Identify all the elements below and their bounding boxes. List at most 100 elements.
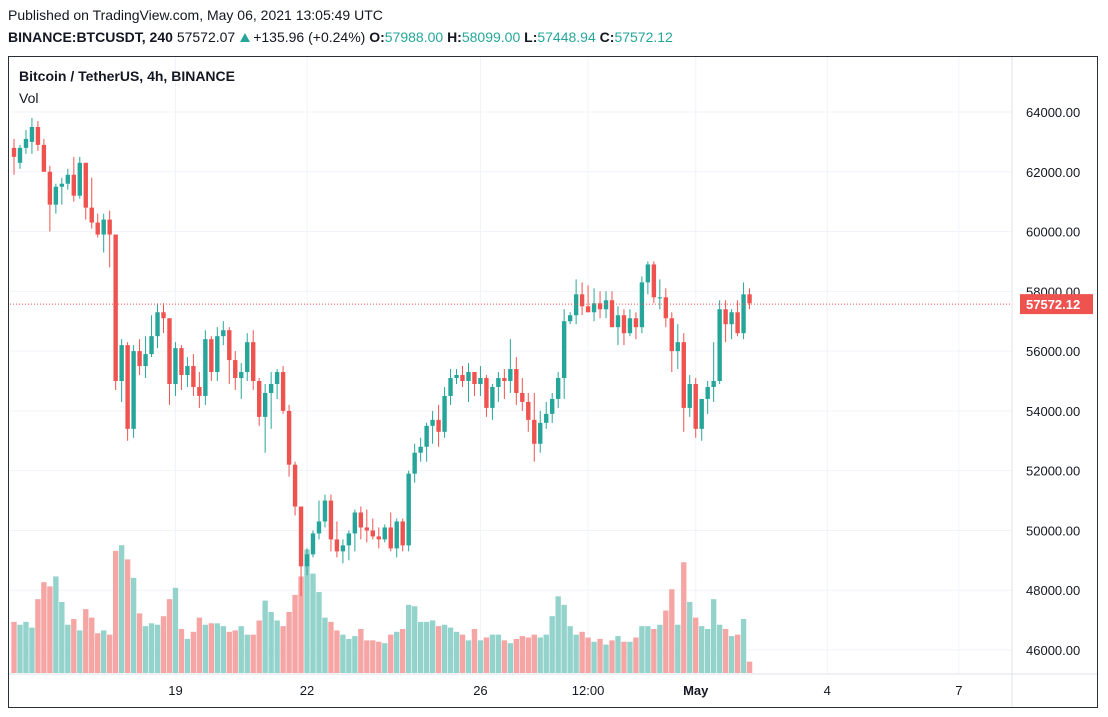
volume-bar <box>495 634 502 673</box>
candle-body <box>364 527 370 531</box>
volume-bar <box>130 577 137 673</box>
volume-bar <box>71 619 77 673</box>
volume-bar <box>388 634 394 673</box>
candle-body <box>83 162 88 208</box>
candle-body <box>322 500 328 522</box>
time-axis[interactable]: 19 22 26 12:00 May 4 7 <box>168 683 962 698</box>
volume-bar <box>453 631 460 673</box>
candle-body <box>29 126 35 142</box>
candle-body <box>304 554 310 567</box>
volume-bar <box>513 638 520 673</box>
volume-bar <box>214 623 221 673</box>
volume-bar <box>142 626 149 673</box>
candle-body <box>597 303 603 310</box>
candle-body <box>256 381 262 417</box>
candle-body <box>699 398 704 429</box>
last-price-badge-text: 57572.12 <box>1026 297 1080 312</box>
volume-bar <box>370 640 376 673</box>
candle-body <box>59 183 65 187</box>
volume-bar <box>148 623 155 673</box>
volume-bar <box>59 602 65 673</box>
candle-body <box>125 345 130 429</box>
candle-body <box>113 234 118 381</box>
candle-body <box>292 464 298 507</box>
candle-body <box>711 381 716 387</box>
symbol-label[interactable]: BINANCE:BTCUSDT, 240 <box>8 29 173 45</box>
volume-bar <box>501 640 508 673</box>
volume-bar <box>310 573 316 673</box>
candle-body <box>358 512 364 528</box>
candle-body <box>603 300 609 310</box>
volume-bars <box>11 545 753 673</box>
candle-body <box>298 506 304 567</box>
candle-body <box>663 297 669 319</box>
volume-bar <box>262 600 268 673</box>
last-price-badge <box>1020 294 1093 315</box>
chart-frame <box>8 56 1098 708</box>
volume-bar <box>232 630 238 673</box>
volume-bar <box>603 644 609 673</box>
open-value: 57988.00 <box>384 29 444 45</box>
candle-body <box>448 378 453 396</box>
volume-bar <box>567 626 573 673</box>
volume-bar <box>716 624 723 673</box>
volume-bar <box>710 599 717 673</box>
volume-bar <box>489 634 496 673</box>
candle-body <box>71 174 76 196</box>
candle-body <box>741 294 746 334</box>
volume-bar <box>190 631 197 673</box>
candle-body <box>544 413 549 423</box>
volume-bar <box>364 640 370 673</box>
quote-line: BINANCE:BTCUSDT, 240 57572.07 +135.96 (+0… <box>8 29 673 45</box>
volume-bar <box>112 550 119 673</box>
volume-bar <box>693 617 699 673</box>
candle-body <box>251 342 256 381</box>
price-axis[interactable]: 64000.0062000.0060000.0058000.0056000.00… <box>1026 105 1080 658</box>
volume-bar <box>35 599 41 673</box>
volume-bar <box>352 636 358 673</box>
candles[interactable] <box>11 117 752 597</box>
y-tick-label: 50000.00 <box>1026 523 1080 538</box>
volume-bar <box>471 628 478 673</box>
y-tick-label: 62000.00 <box>1026 165 1080 180</box>
volume-bar <box>621 641 627 673</box>
candle-body <box>627 318 633 334</box>
candle-body <box>245 342 250 373</box>
volume-bar <box>477 640 484 673</box>
y-tick-label: 54000.00 <box>1026 404 1080 419</box>
volume-bar <box>11 621 17 673</box>
candle-body <box>185 366 190 376</box>
low-label: L: <box>524 29 538 45</box>
candle-body <box>472 372 477 384</box>
candle-body <box>17 147 23 163</box>
last-price: 57572.07 <box>176 29 236 45</box>
volume-bar <box>196 617 203 673</box>
volume-bar <box>537 637 543 673</box>
volume-bar <box>358 628 364 673</box>
candle-body <box>382 527 387 540</box>
candle-body <box>280 372 286 411</box>
candle-body <box>197 386 202 396</box>
candle-body <box>526 401 531 420</box>
candle-body <box>370 530 375 537</box>
candle-body <box>221 330 226 337</box>
x-tick-label: 22 <box>300 683 314 698</box>
volume-bar <box>95 633 101 673</box>
volume-bar <box>633 637 639 673</box>
candle-body <box>466 372 471 381</box>
candle-body <box>657 297 663 299</box>
volume-bar <box>172 587 179 673</box>
volume-bar <box>441 624 448 673</box>
candle-body <box>681 342 686 408</box>
volume-bar <box>699 626 705 673</box>
candle-body <box>609 300 615 328</box>
high-value: 58099.00 <box>461 29 521 45</box>
candle-body <box>334 539 340 552</box>
candle-body <box>167 318 172 384</box>
volume-bar <box>681 562 687 673</box>
volume-bar <box>651 628 657 673</box>
volume-bar <box>597 638 603 673</box>
candle-body <box>394 521 399 549</box>
candle-body <box>705 386 710 399</box>
